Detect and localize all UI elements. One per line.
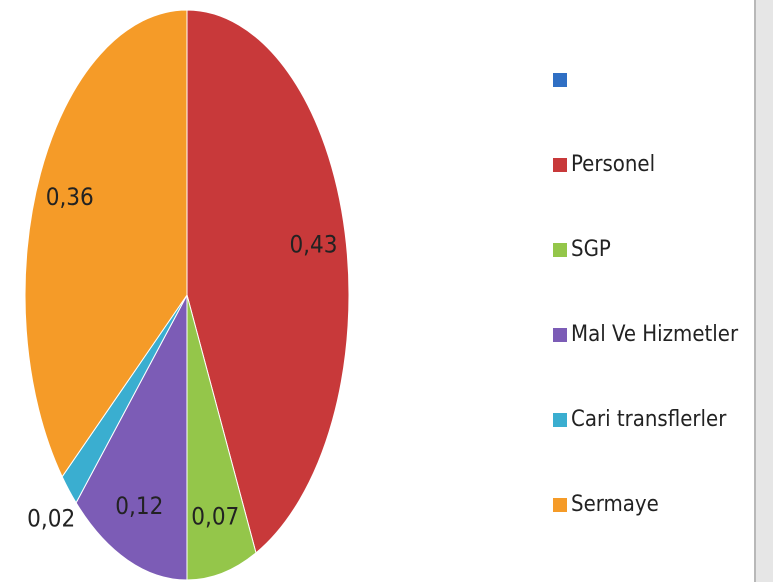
window-edge [755,0,773,582]
legend-swatch [553,413,567,427]
legend-swatch [553,158,567,172]
pie-slice [24,9,188,478]
data-label: 0,12 [115,492,163,520]
legend-swatch [553,498,567,512]
legend-label: SGP [571,237,611,262]
data-label: 0,02 [27,504,75,532]
data-label: 0,07 [191,503,239,531]
legend-swatch [553,328,567,342]
pie-slice [186,294,257,581]
legend-label: Mal Ve Hizmetler [571,322,739,347]
data-label: 0,43 [289,230,337,258]
legend-label: Cari transflerler [571,407,727,432]
data-label: 0,36 [46,183,94,211]
legend-label: Personel [571,152,655,177]
legend-swatch [553,243,567,257]
pie-slice [75,294,188,581]
legend-label: Sermaye [571,492,659,517]
legend-swatch [553,73,567,87]
pie-slice [186,9,350,554]
